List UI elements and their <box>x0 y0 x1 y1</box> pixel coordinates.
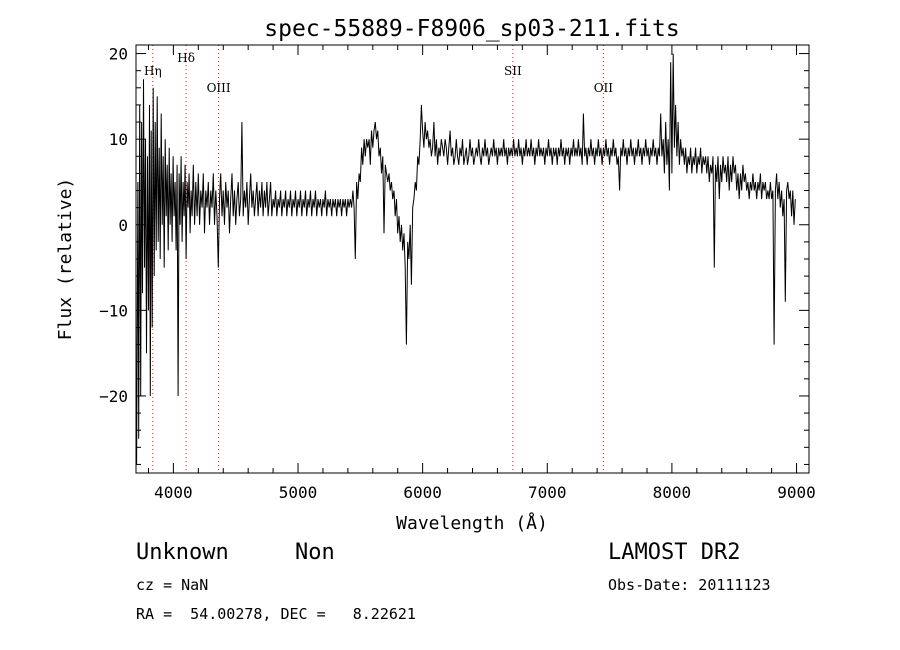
coordinates-text: RA = 54.00278, DEC = 8.22621 <box>136 605 416 623</box>
emission-line-markers: Hη Hδ OIII SII OII <box>144 45 613 473</box>
x-tick-label: 9000 <box>777 483 816 502</box>
redshift-text: cz = NaN <box>136 576 209 594</box>
line-marker-label-2: OIII <box>207 81 231 95</box>
x-tick-label: 7000 <box>528 483 567 502</box>
y-tick-labels: 20 10 0 −10 −20 <box>99 45 128 406</box>
observation-date-text: Obs-Date: 20111123 <box>608 576 771 594</box>
x-tick-label: 5000 <box>279 483 318 502</box>
spectrum-chart: spec-55889-F8906_sp03-211.fits Hη Hδ OIII S… <box>55 16 816 534</box>
x-tick-label: 4000 <box>154 483 193 502</box>
line-marker-label-3: SII <box>504 64 522 78</box>
line-marker-label-4: OII <box>594 81 614 95</box>
spectrum-series-line <box>136 53 796 465</box>
x-tick-labels: 4000 5000 6000 7000 8000 9000 <box>154 483 816 502</box>
x-tick-label: 6000 <box>403 483 442 502</box>
x-tick-label: 8000 <box>653 483 692 502</box>
spectral-class-label: Unknown <box>136 540 229 565</box>
line-marker-label-1: Hδ <box>177 51 195 65</box>
line-marker-label-0: Hη <box>144 64 162 78</box>
x-axis-label: Wavelength (Å) <box>396 512 548 534</box>
plot-frame <box>135 44 810 474</box>
y-tick-label: 20 <box>109 45 128 64</box>
y-tick-label: −20 <box>99 387 128 406</box>
axis-ticks <box>136 45 809 473</box>
y-axis-label: Flux (relative) <box>55 178 76 341</box>
y-tick-label: −10 <box>99 301 128 320</box>
survey-label: LAMOST DR2 <box>608 540 741 565</box>
y-tick-label: 0 <box>118 216 128 235</box>
y-tick-label: 10 <box>109 130 128 149</box>
chart-title: spec-55889-F8906_sp03-211.fits <box>264 16 679 42</box>
spectral-subclass-label: Non <box>295 540 335 565</box>
